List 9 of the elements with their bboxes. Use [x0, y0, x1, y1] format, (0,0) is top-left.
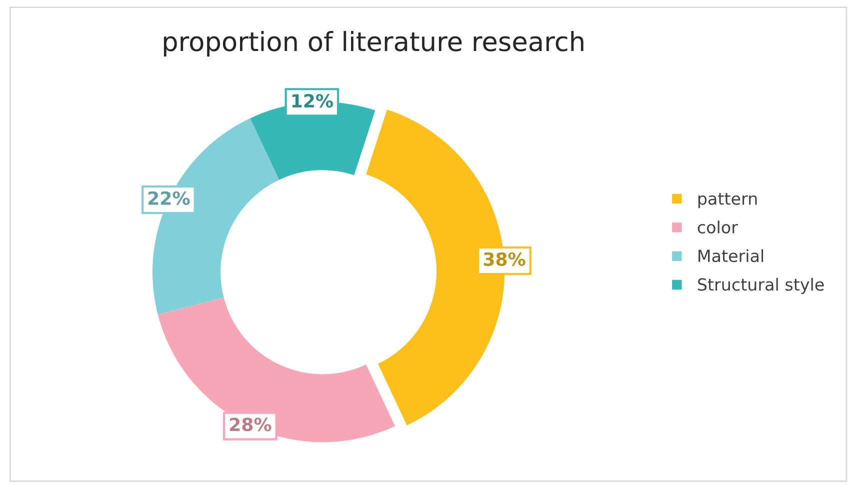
legend-label: Structural style	[698, 278, 824, 294]
legend-label: pattern	[698, 192, 757, 208]
chart-title: proportion of literature research	[164, 30, 584, 57]
data-label: 38%	[484, 252, 526, 266]
data-label: 28%	[230, 418, 272, 432]
data-label: 22%	[148, 191, 190, 205]
legend-label: Material	[698, 249, 764, 262]
data-label: 12%	[292, 94, 333, 108]
legend-label: color	[698, 220, 738, 234]
